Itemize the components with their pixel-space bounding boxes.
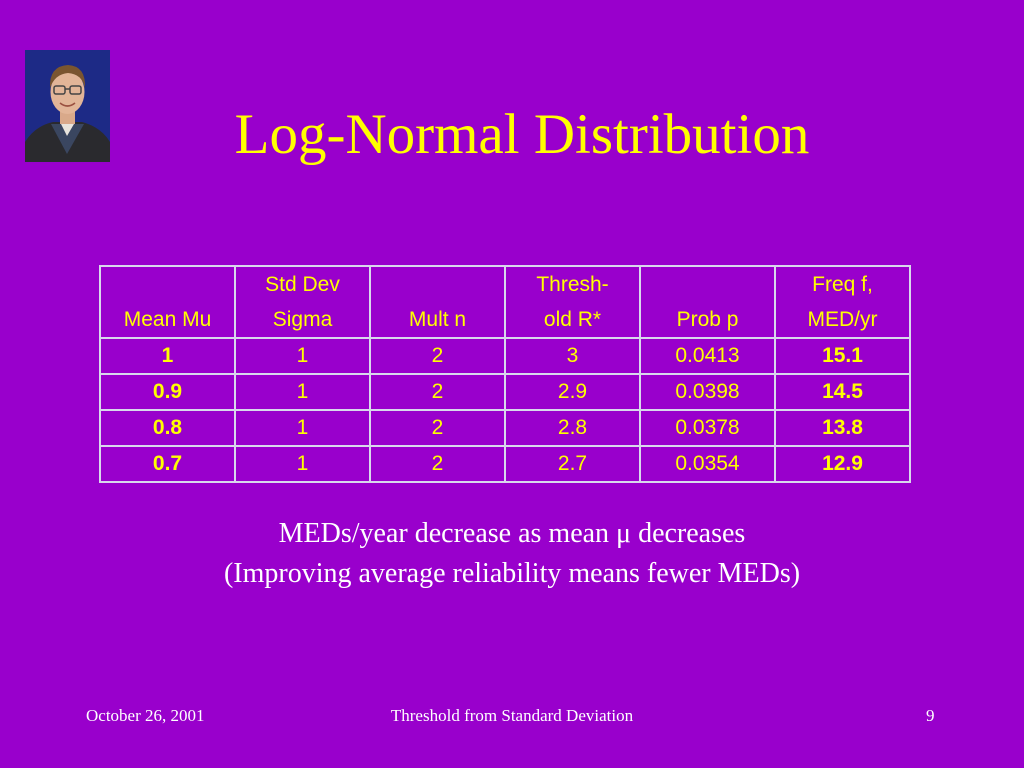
cell-freq-f: 12.9 [774,445,911,483]
header-mult-n: Mult n [369,265,506,339]
cell-prob-p: 0.0354 [639,445,776,483]
cell-mult-n: 2 [369,409,506,447]
cell-mean-mu: 0.7 [99,445,236,483]
caption-line-1: MEDs/year decrease as mean μ decreases [278,518,746,549]
cell-mult-n: 2 [369,337,506,375]
cell-prob-p: 0.0398 [639,373,776,411]
footer-date: October 26, 2001 [86,706,205,725]
cell-prob-p: 0.0378 [639,409,776,447]
table-header-row: Mean Mu Std Dev Sigma Mult n Thresh-old R… [99,265,911,339]
caption-line-2: (Improving average reliability means few… [223,558,801,589]
cell-freq-f: 15.1 [774,337,911,375]
cell-mean-mu: 1 [99,337,236,375]
slide-title: Log-Normal Distribution [234,103,810,166]
cell-mean-mu: 0.9 [99,373,236,411]
header-prob-p: Prob p [639,265,776,339]
header-mean-mu: Mean Mu [99,265,236,339]
table-row: 1 1 2 3 0.0413 15.1 [99,337,911,375]
cell-mean-mu: 0.8 [99,409,236,447]
table-row: 0.8 1 2 2.8 0.0378 13.8 [99,409,911,447]
cell-mult-n: 2 [369,445,506,483]
cell-prob-p: 0.0413 [639,337,776,375]
table-row: 0.9 1 2 2.9 0.0398 14.5 [99,373,911,411]
cell-threshold: 2.9 [504,373,641,411]
cell-sigma: 1 [234,445,371,483]
table-row: 0.7 1 2 2.7 0.0354 12.9 [99,445,911,483]
footer-page-number: 9 [926,706,935,725]
cell-threshold: 2.7 [504,445,641,483]
header-threshold: Thresh-old R* [504,265,641,339]
cell-sigma: 1 [234,373,371,411]
presenter-photo [25,50,110,162]
cell-freq-f: 13.8 [774,409,911,447]
cell-threshold: 2.8 [504,409,641,447]
cell-sigma: 1 [234,409,371,447]
footer-title: Threshold from Standard Deviation [390,706,634,725]
header-std-dev-sigma: Std Dev Sigma [234,265,371,339]
header-freq-f: Freq f, MED/yr [774,265,911,339]
cell-mult-n: 2 [369,373,506,411]
slide-caption: MEDs/year decrease as mean μ decreases (… [0,514,1024,594]
cell-threshold: 3 [504,337,641,375]
cell-freq-f: 14.5 [774,373,911,411]
cell-sigma: 1 [234,337,371,375]
lognormal-table: Mean Mu Std Dev Sigma Mult n Thresh-old R… [99,265,911,483]
